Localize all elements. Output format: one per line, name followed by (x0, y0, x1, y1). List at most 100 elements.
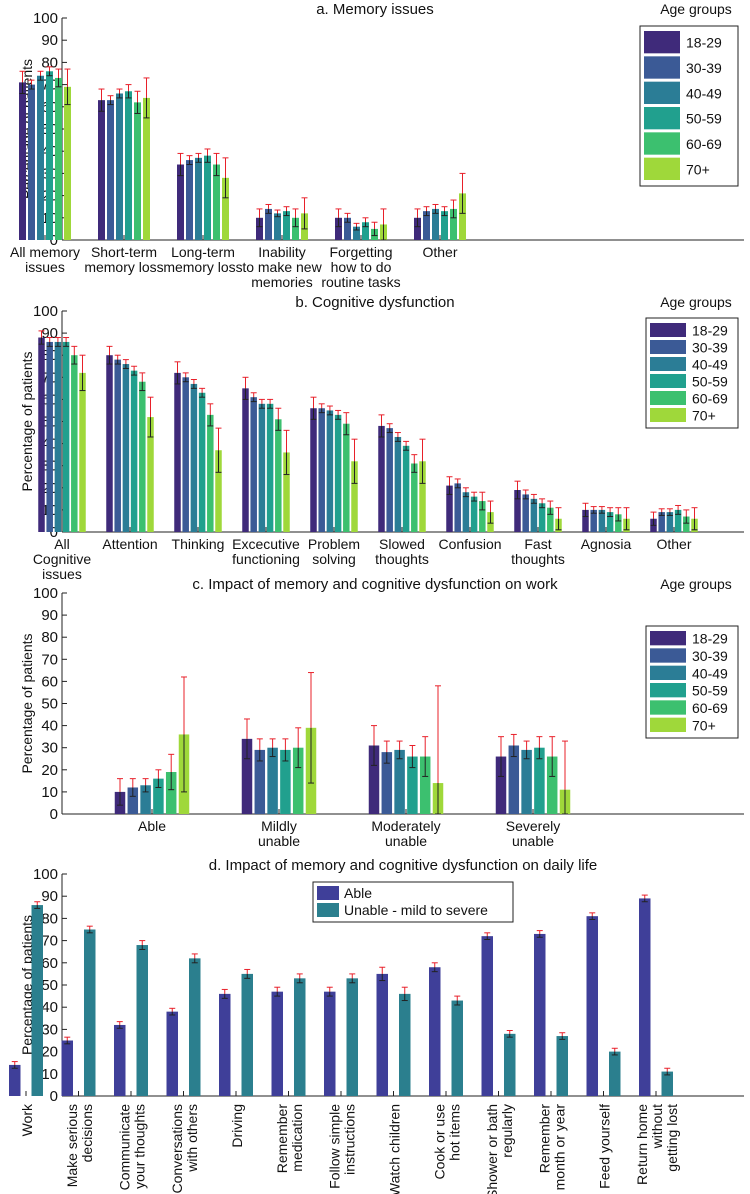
legend-swatch (644, 31, 680, 54)
bar-Unable - mild to severe (31, 905, 43, 1096)
bar-60-69 (546, 756, 558, 814)
bar-40-49 (326, 410, 334, 532)
y-tick-label: 40 (41, 999, 58, 1016)
x-tick-label: unable (258, 833, 300, 849)
bar-50-59 (534, 747, 545, 814)
x-tick-label-line: Return home (634, 1104, 650, 1185)
y-tick-label: 60 (41, 955, 58, 972)
bar-60-69 (419, 756, 431, 814)
y-tick-label: 50 (41, 977, 58, 994)
bar-18-29 (177, 164, 184, 240)
bar-40-49 (116, 93, 123, 240)
y-tick-label: 70 (41, 933, 58, 950)
bar-60-69 (683, 516, 690, 532)
y-tick-label: 20 (41, 1044, 58, 1061)
y-tick-label: 70 (41, 651, 58, 668)
bar-40-49 (530, 498, 538, 532)
bar-Able (324, 991, 336, 1096)
bar-30-39 (254, 749, 266, 814)
x-tick-label-line: Conversations (169, 1104, 185, 1194)
legend-label: 18-29 (692, 323, 728, 339)
bar-60-69 (139, 381, 146, 532)
x-tick-label-line: decisions (79, 1104, 95, 1162)
x-tick-label: Follow simple instructions (327, 1104, 358, 1189)
legend-swatch (650, 717, 686, 732)
bar-30-39 (381, 752, 393, 814)
bar-50-59 (674, 509, 682, 532)
x-tick-label: Work (19, 1103, 35, 1136)
x-tick-label: memory loss (84, 259, 163, 275)
bar-Unable - mild to severe (504, 1033, 516, 1096)
x-tick-label: thoughts (511, 551, 565, 567)
bar-60-69 (165, 772, 177, 814)
bar-Unable - mild to severe (346, 978, 358, 1096)
x-tick-label-line: instructions (342, 1104, 358, 1175)
chart-title: d. Impact of memory and cognitive dysfun… (209, 857, 598, 874)
x-tick-label-line: medication (289, 1104, 305, 1172)
bar-50-59 (362, 222, 369, 240)
bar-60-69 (411, 463, 418, 532)
x-tick-label: All memory (10, 244, 80, 260)
bar-Able (481, 936, 493, 1096)
bar-50-59 (407, 756, 418, 814)
x-tick-label: Other (656, 536, 691, 552)
y-tick-label: 90 (41, 607, 58, 624)
bar-40-49 (54, 341, 62, 532)
legend-title: Age groups (660, 294, 732, 310)
legend-box (312, 881, 514, 923)
bar-18-29 (582, 509, 589, 532)
bar-Able (271, 991, 283, 1096)
bar-Able (166, 1011, 178, 1096)
bar-18-29 (38, 337, 45, 532)
bar-30-39 (46, 341, 53, 532)
legend-label: Unable - mild to severe (344, 902, 488, 918)
bar-60-69 (134, 102, 141, 240)
bar-60-69 (450, 208, 457, 240)
bar-40-49 (195, 157, 202, 240)
bar-40-49 (190, 383, 198, 532)
y-tick-label: 80 (41, 910, 58, 927)
bar-40-49 (274, 213, 281, 240)
x-tick-label: Remember month or year (537, 1104, 568, 1191)
legend-label: 30-39 (686, 60, 722, 76)
y-tick-label: 90 (41, 888, 58, 905)
x-tick-label: Cook or use hot items (432, 1104, 463, 1180)
bar-30-39 (386, 428, 393, 532)
bar-30-39 (658, 512, 665, 532)
bar-18-29 (241, 738, 253, 814)
legend-swatch (317, 886, 339, 900)
x-tick-label: Watch children (387, 1104, 403, 1194)
y-tick-label: 100 (33, 303, 58, 320)
bar-70+ (283, 452, 290, 532)
chart-d: d. Impact of memory and cognitive dysfun… (9, 857, 744, 1194)
x-tick-label-line: Driving (229, 1104, 245, 1148)
bar-60-69 (71, 355, 78, 532)
x-tick-label-line: without (649, 1104, 665, 1149)
bar-60-69 (275, 419, 282, 532)
bar-Able (114, 1024, 126, 1096)
bar-30-39 (265, 208, 272, 240)
x-tick-label: Severely (506, 818, 560, 834)
bar-18-29 (335, 217, 342, 240)
y-tick-label: 100 (33, 585, 58, 602)
bar-40-49 (267, 747, 278, 814)
x-tick-label: Excecutive (232, 536, 300, 552)
bar-50-59 (538, 503, 546, 532)
legend-label: 18-29 (686, 35, 722, 51)
bar-60-69 (207, 414, 214, 532)
x-tick-label: Long-term (171, 244, 235, 260)
y-tick-label: 10 (41, 784, 58, 801)
bar-18-29 (414, 217, 421, 240)
bar-70+ (419, 461, 426, 532)
bar-60-69 (547, 507, 554, 532)
x-tick-label: Other (422, 244, 457, 260)
bar-30-39 (590, 509, 597, 532)
bar-Able (219, 993, 231, 1096)
bar-50-59 (46, 71, 53, 240)
bar-70+ (222, 177, 229, 240)
x-tick-label-line: getting lost (664, 1104, 680, 1172)
legend-label: 60-69 (686, 136, 722, 152)
x-tick-label: to make new (242, 259, 322, 275)
legend-swatch (650, 700, 686, 715)
chart-b: b. Cognitive dysfunction0102030405060708… (19, 294, 744, 582)
